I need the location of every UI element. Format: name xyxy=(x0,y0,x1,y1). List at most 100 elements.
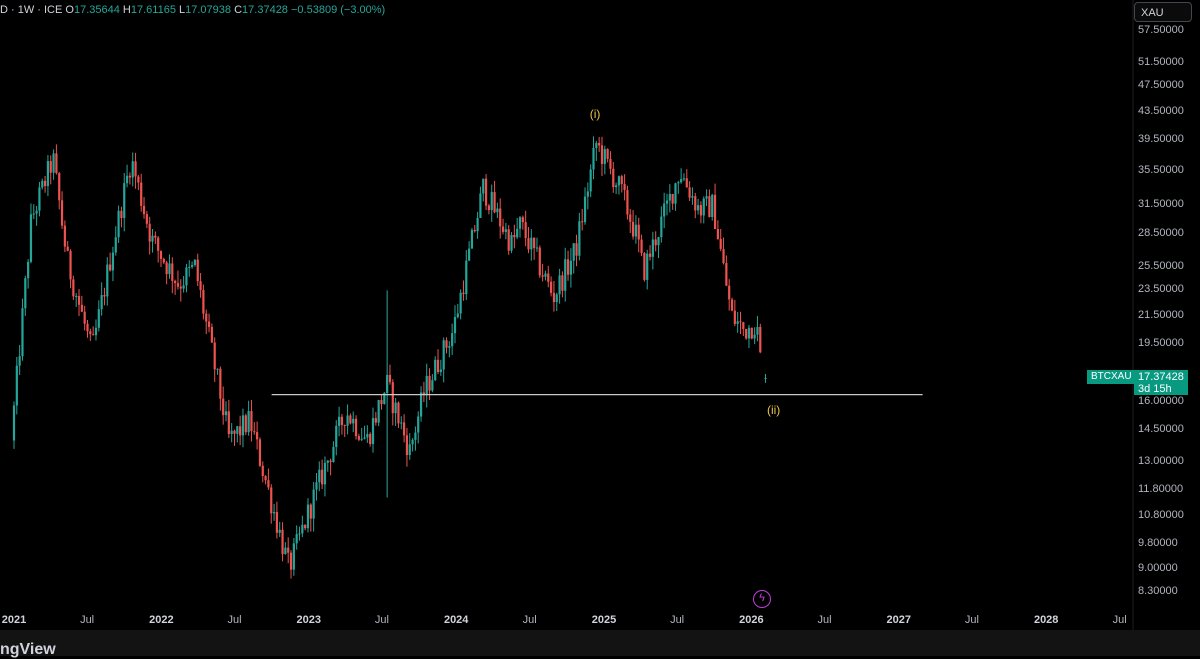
candle-up xyxy=(241,415,245,436)
candle-down xyxy=(725,263,728,286)
candle-up xyxy=(352,418,355,424)
candle-down xyxy=(128,175,132,178)
time-tick-label: 2024 xyxy=(443,614,469,626)
candle-down xyxy=(140,182,143,206)
candle-up xyxy=(696,205,700,211)
time-tick-label: 2022 xyxy=(149,614,174,626)
candle-down xyxy=(142,205,146,215)
price-tick-label: 9.80000 xyxy=(1138,536,1178,549)
candle-down xyxy=(722,248,725,264)
candle-down xyxy=(60,200,64,226)
candle-up xyxy=(456,313,459,318)
candle-down xyxy=(86,323,89,332)
bottom-bar xyxy=(0,630,1200,656)
candle-up xyxy=(651,239,654,257)
candle-up xyxy=(682,178,686,180)
lightning-event-icon[interactable]: ϟ xyxy=(753,590,771,608)
candle-up xyxy=(691,196,694,198)
candle-down xyxy=(728,285,731,300)
candle-down xyxy=(566,259,570,275)
symbol-interval: D · 1W · ICE xyxy=(0,4,63,16)
change-value: −0.53809 (−3.00%) xyxy=(291,4,386,16)
candle-down xyxy=(137,176,140,183)
candle-up xyxy=(394,402,397,414)
candle-down xyxy=(397,402,400,424)
candle-up xyxy=(544,273,547,277)
candle-up xyxy=(583,196,587,223)
candle-up xyxy=(711,194,714,218)
wave-label-i: (i) xyxy=(589,107,601,122)
candle-up xyxy=(383,392,386,405)
last-price-tag: 17.37428 3d 15h xyxy=(1134,370,1188,395)
candle-down xyxy=(43,180,47,187)
candle-down xyxy=(63,225,66,247)
candle-down xyxy=(524,222,527,239)
open-label: O xyxy=(65,4,74,16)
candle-up xyxy=(476,217,479,232)
candle-up xyxy=(564,259,567,291)
candle-down xyxy=(609,158,612,169)
candle-down xyxy=(685,178,688,188)
candle-up xyxy=(168,263,171,275)
candle-down xyxy=(600,145,604,164)
candle-up xyxy=(193,259,197,265)
candle-up xyxy=(332,447,335,462)
candle-down xyxy=(207,321,211,327)
candle-up xyxy=(301,524,304,534)
candle-up xyxy=(425,375,428,395)
candle-up xyxy=(335,425,338,448)
candle-up xyxy=(190,264,194,267)
candle-up xyxy=(46,161,50,187)
time-tick-label: 2027 xyxy=(886,614,912,626)
candle-down xyxy=(329,460,332,462)
candle-down xyxy=(606,149,609,159)
candle-up xyxy=(417,416,420,433)
candle-up xyxy=(615,185,618,188)
candle-up xyxy=(431,380,434,391)
candle-down xyxy=(244,415,247,433)
candle-up xyxy=(764,377,767,379)
candle-up xyxy=(578,221,581,256)
candle-up xyxy=(736,321,739,324)
candle-down xyxy=(340,416,344,425)
candle-down xyxy=(369,433,372,444)
candle-up xyxy=(555,294,558,303)
candle-down xyxy=(109,264,112,271)
price-tick-label: 35.50000 xyxy=(1138,163,1184,176)
time-tick-label: Jul xyxy=(522,614,537,626)
candle-up xyxy=(586,191,589,197)
candle-down xyxy=(671,193,674,204)
candle-down xyxy=(533,237,536,249)
candle-up xyxy=(439,369,442,373)
candle-down xyxy=(623,184,626,191)
candle-up xyxy=(24,278,27,309)
candle-down xyxy=(264,475,267,481)
candle-down xyxy=(275,512,278,533)
candle-down xyxy=(256,432,259,440)
candle-up xyxy=(518,217,522,229)
candle-down xyxy=(501,226,505,232)
candle-down xyxy=(391,382,394,414)
candle-down xyxy=(473,229,476,232)
candle-up xyxy=(674,183,677,204)
time-tick-label: 2026 xyxy=(739,614,764,626)
candle-up xyxy=(236,426,239,434)
candle-up xyxy=(326,460,329,463)
candle-down xyxy=(72,279,75,297)
candle-down xyxy=(321,469,324,485)
candle-down xyxy=(521,217,524,223)
candle-down xyxy=(120,210,123,219)
price-tick-label: 14.50000 xyxy=(1138,423,1184,436)
candle-down xyxy=(513,234,516,238)
candle-down xyxy=(134,161,137,177)
candle-down xyxy=(154,235,157,238)
candle-down xyxy=(253,431,256,433)
symbol-search-box[interactable]: XAU xyxy=(1134,2,1192,22)
candle-down xyxy=(750,327,753,339)
candle-down xyxy=(643,253,646,280)
candle-up xyxy=(663,203,666,217)
candle-up xyxy=(15,365,18,406)
candle-down xyxy=(499,208,502,227)
candle-up xyxy=(182,285,185,289)
